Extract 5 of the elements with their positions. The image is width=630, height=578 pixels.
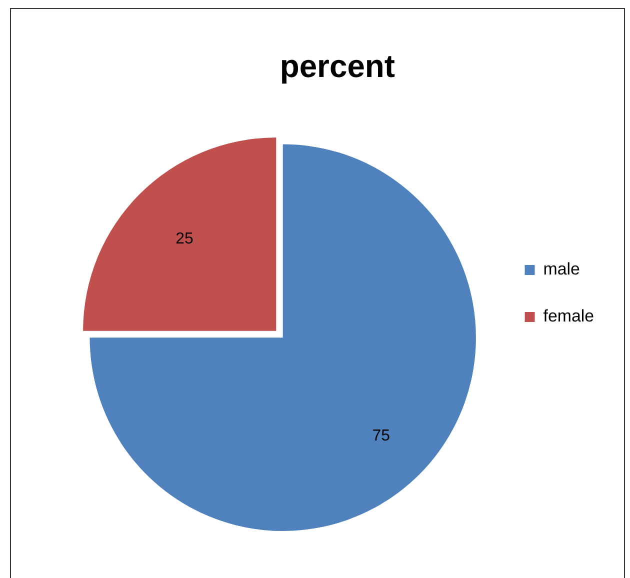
chart-title: percent (280, 48, 396, 84)
legend-label: male (543, 260, 580, 279)
legend-label: female (543, 306, 594, 326)
data-label: 75 (372, 427, 390, 444)
data-label: 25 (176, 230, 194, 248)
